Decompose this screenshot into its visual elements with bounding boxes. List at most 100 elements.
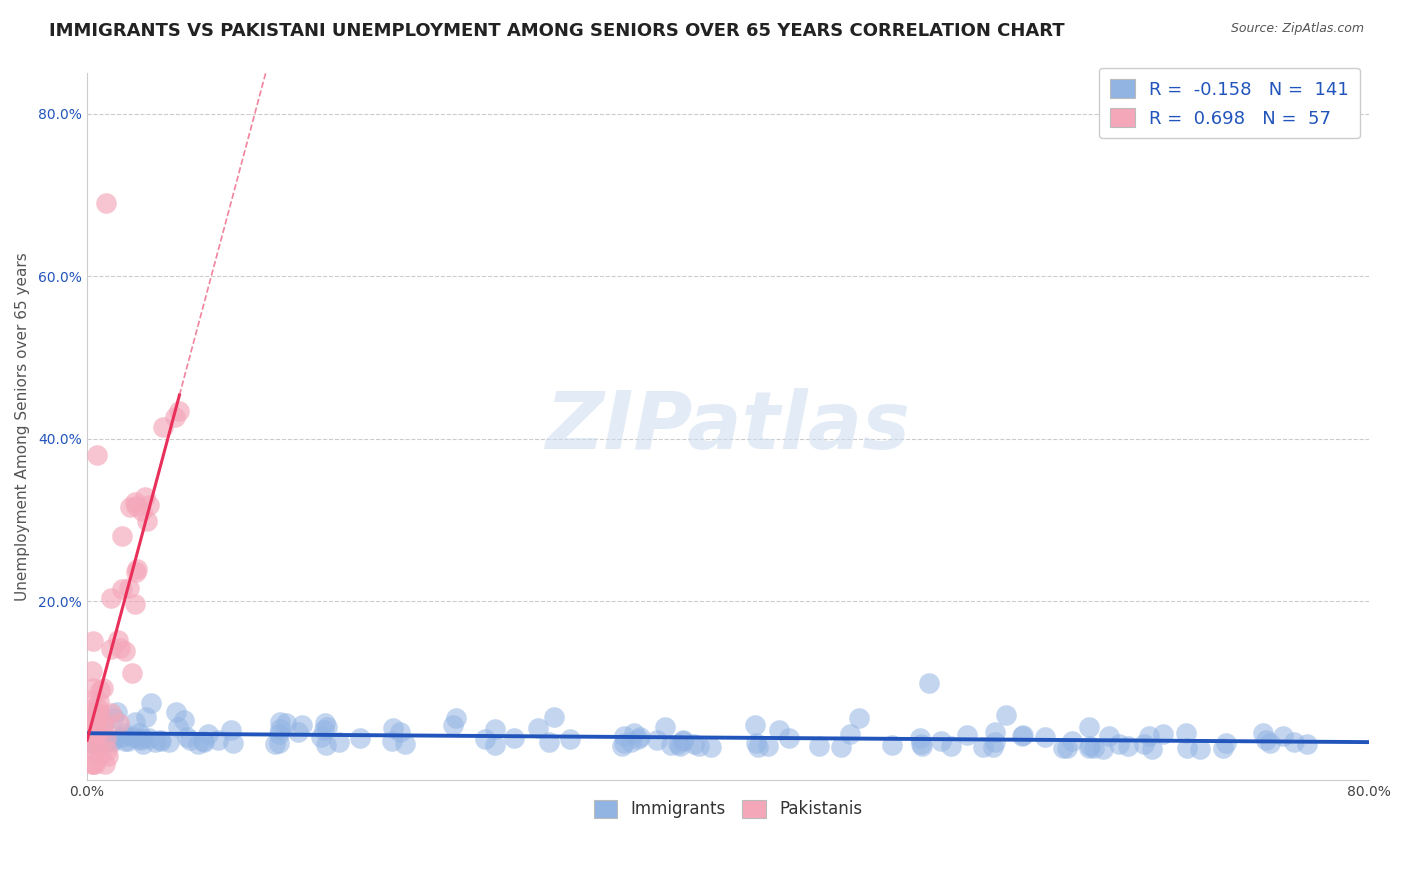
- Point: [1256, 732, 1278, 747]
- Point: [1078, 739, 1101, 753]
- Point: [84, 729, 107, 743]
- Point: [110, 641, 132, 656]
- Point: [80, 693, 103, 707]
- Point: [1271, 729, 1294, 743]
- Point: [82, 712, 104, 726]
- Point: [744, 718, 766, 732]
- Point: [84, 713, 107, 727]
- Point: [1212, 740, 1234, 755]
- Point: [808, 739, 831, 753]
- Point: [87, 700, 110, 714]
- Point: [86, 741, 108, 756]
- Point: [82, 736, 104, 750]
- Point: [994, 707, 1017, 722]
- Point: [314, 716, 336, 731]
- Point: [503, 731, 526, 746]
- Point: [984, 725, 1007, 739]
- Point: [96, 742, 118, 756]
- Point: [381, 734, 404, 748]
- Point: [1258, 736, 1281, 750]
- Point: [623, 726, 645, 740]
- Point: [315, 738, 337, 752]
- Point: [125, 500, 148, 514]
- Point: [86, 448, 108, 462]
- Point: [838, 727, 860, 741]
- Point: [89, 748, 111, 763]
- Point: [89, 706, 111, 721]
- Point: [105, 705, 128, 719]
- Point: [193, 734, 215, 748]
- Point: [349, 731, 371, 745]
- Point: [628, 731, 651, 745]
- Point: [1284, 735, 1306, 749]
- Point: [537, 735, 560, 749]
- Point: [328, 735, 350, 749]
- Point: [193, 734, 215, 748]
- Point: [82, 664, 104, 678]
- Point: [197, 727, 219, 741]
- Point: [768, 723, 790, 737]
- Point: [207, 733, 229, 747]
- Point: [1142, 741, 1164, 756]
- Point: [672, 734, 695, 748]
- Point: [82, 681, 104, 695]
- Point: [127, 732, 149, 747]
- Point: [84, 706, 107, 720]
- Point: [1116, 739, 1139, 753]
- Point: [110, 731, 132, 745]
- Point: [117, 734, 139, 748]
- Point: [1052, 740, 1074, 755]
- Point: [143, 735, 166, 749]
- Point: [688, 739, 710, 753]
- Point: [82, 711, 104, 725]
- Point: [1152, 727, 1174, 741]
- Point: [526, 721, 548, 735]
- Point: [274, 715, 297, 730]
- Point: [89, 683, 111, 698]
- Point: [981, 739, 1004, 754]
- Point: [112, 729, 135, 743]
- Point: [135, 710, 157, 724]
- Point: [165, 410, 187, 425]
- Point: [269, 723, 291, 737]
- Point: [848, 711, 870, 725]
- Point: [77, 702, 100, 716]
- Point: [101, 732, 124, 747]
- Point: [114, 644, 136, 658]
- Point: [672, 733, 695, 747]
- Point: [94, 757, 117, 772]
- Point: [97, 748, 120, 763]
- Point: [124, 714, 146, 729]
- Point: [122, 730, 145, 744]
- Point: [1137, 729, 1160, 743]
- Point: [1078, 720, 1101, 734]
- Point: [222, 736, 245, 750]
- Point: [683, 737, 706, 751]
- Point: [139, 696, 162, 710]
- Point: [654, 720, 676, 734]
- Point: [669, 739, 692, 754]
- Point: [543, 710, 565, 724]
- Point: [381, 721, 404, 735]
- Point: [91, 715, 114, 730]
- Point: [77, 737, 100, 751]
- Point: [127, 562, 149, 576]
- Point: [956, 728, 979, 742]
- Point: [97, 734, 120, 748]
- Point: [84, 725, 107, 739]
- Point: [918, 675, 941, 690]
- Point: [984, 735, 1007, 749]
- Point: [91, 723, 114, 737]
- Point: [972, 740, 994, 755]
- Point: [79, 742, 101, 756]
- Point: [939, 739, 962, 754]
- Point: [176, 730, 198, 744]
- Point: [165, 705, 187, 719]
- Point: [484, 722, 506, 736]
- Point: [613, 730, 636, 744]
- Point: [100, 706, 122, 720]
- Point: [167, 720, 190, 734]
- Point: [149, 733, 172, 747]
- Point: [120, 500, 142, 514]
- Point: [309, 730, 332, 744]
